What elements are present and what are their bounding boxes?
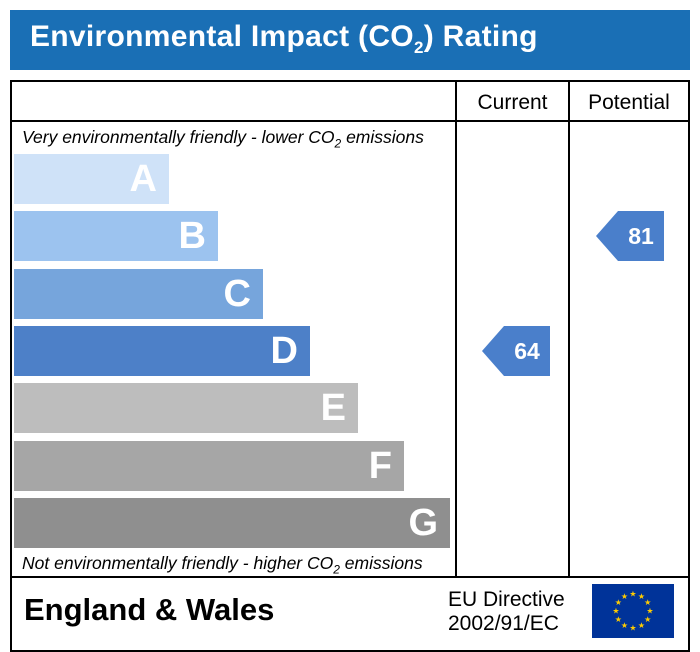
- rating-table: Current Potential Very environmentally f…: [10, 80, 690, 652]
- potential-rating-arrow: 81: [596, 211, 664, 261]
- flag-star-icon: ★: [646, 607, 653, 616]
- column-header-potential: Potential: [588, 91, 670, 114]
- flag-star-icon: ★: [638, 592, 645, 601]
- flag-star-icon: ★: [644, 598, 651, 607]
- flag-star-icon: ★: [629, 624, 636, 633]
- divider-potential: [568, 82, 570, 578]
- flag-star-icon: ★: [615, 615, 622, 624]
- footer-rule: [12, 576, 688, 578]
- band-d: D: [14, 326, 310, 376]
- band-b: B: [14, 211, 218, 261]
- flag-star-icon: ★: [612, 607, 619, 616]
- footer-directive: EU Directive 2002/91/EC: [448, 588, 565, 636]
- flag-star-icon: ★: [638, 621, 645, 630]
- title-bar: Environmental Impact (CO2) Rating: [10, 10, 690, 70]
- band-c: C: [14, 269, 263, 319]
- current-rating-value: 64: [514, 338, 540, 364]
- band-letter-e: E: [320, 387, 346, 429]
- directive-line-2: 2002/91/EC: [448, 612, 559, 635]
- band-letter-g: G: [408, 502, 438, 544]
- flag-star-icon: ★: [621, 592, 628, 601]
- caption-bottom: Not environmentally friendly - higher CO…: [22, 553, 423, 577]
- eu-flag-icon: ★ ★★★★★★★★★★★: [592, 584, 674, 638]
- band-f: F: [14, 441, 404, 491]
- footer-region-label: England & Wales: [24, 592, 275, 627]
- band-a: A: [14, 154, 169, 204]
- flag-star-icon: ★: [629, 590, 636, 599]
- band-letter-c: C: [223, 273, 251, 315]
- column-header-current: Current: [477, 91, 548, 114]
- flag-star-icon: ★: [615, 598, 622, 607]
- potential-rating-value: 81: [628, 223, 654, 249]
- chart-title: Environmental Impact (CO2) Rating: [30, 20, 538, 57]
- header-rule: [12, 120, 688, 122]
- band-letter-a: A: [129, 158, 157, 200]
- caption-top: Very environmentally friendly - lower CO…: [22, 127, 424, 151]
- band-g: G: [14, 498, 450, 548]
- band-letter-b: B: [178, 215, 206, 257]
- flag-star-icon: ★: [621, 621, 628, 630]
- band-letter-d: D: [270, 330, 298, 372]
- band-letter-f: F: [368, 445, 392, 487]
- directive-line-1: EU Directive: [448, 588, 565, 611]
- flag-star-icon: ★: [644, 615, 651, 624]
- divider-current: [455, 82, 457, 578]
- current-rating-arrow: 64: [482, 326, 550, 376]
- band-e: E: [14, 383, 358, 433]
